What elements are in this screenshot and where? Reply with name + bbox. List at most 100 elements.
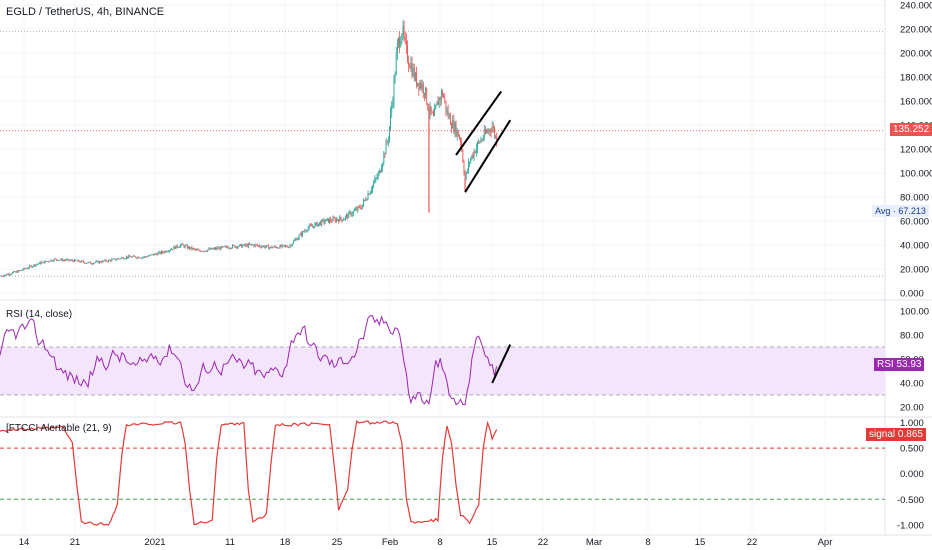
candle-body [340,216,342,220]
candle-body [61,258,63,261]
candle-body [164,251,166,253]
candle-body [190,246,192,249]
candle-body [326,218,328,220]
candle-body [53,258,55,261]
x-tick-label: 8 [437,537,442,548]
candle-body [45,261,47,262]
candle-body [426,87,428,105]
candle-body [231,247,232,249]
candle-body [480,139,482,143]
rsi-line [0,315,498,406]
candle-body [30,265,31,267]
candle-body [324,221,326,223]
candle-body [316,222,318,227]
candle-body [123,258,125,260]
candle-body [136,257,137,259]
rsi-badge-label: RSI [877,359,894,370]
candle-body [321,219,323,226]
candle-body [481,139,483,141]
fcci-pane [0,420,885,526]
channel-trendline [464,119,512,193]
candle-body [41,262,43,264]
candle-body [373,182,375,186]
candle-body [114,258,116,260]
candle-body [242,245,244,248]
candle-body [119,258,121,260]
candle-body [474,151,476,153]
price-tick-label: 240.000 [900,1,932,12]
x-tick-label: 15 [487,537,498,548]
candle-body [10,273,12,275]
candle-body [419,82,421,89]
candle-body [25,268,27,270]
candle-body [494,127,495,136]
candle-body [276,246,277,248]
candle-body [158,251,160,253]
candle-body [424,93,425,95]
candle-body [26,268,28,270]
candle-body [47,261,48,263]
price-tick-label: 40.000 [900,241,929,252]
candle-body [206,251,207,252]
candle-body [393,78,395,102]
candle-body [126,256,127,259]
candle-body [460,138,461,142]
candle-body [273,246,275,248]
candle-body [421,83,423,89]
candle-body [308,225,310,228]
candle-body [377,173,379,178]
candle-body [233,245,235,246]
candle-body [200,250,202,252]
fcci-line [0,420,498,526]
candle-body [368,193,370,195]
candle-body [445,100,447,111]
candle-body [464,172,466,179]
candle-body [249,243,250,245]
candle-body [399,38,401,47]
candle-body [408,61,410,66]
candle-body [106,261,108,263]
candle-body [322,219,324,221]
candle-body [15,271,17,273]
candle-body [124,258,126,260]
candle-body [93,262,95,264]
candle-body [180,244,182,247]
candle-body [472,155,474,158]
candle-body [247,243,249,247]
candle-body [395,54,397,75]
candle-body [427,104,429,110]
candle-body [468,162,469,171]
candle-body [24,268,26,269]
candle-body [131,256,133,258]
candle-body [358,206,360,208]
candle-body [266,245,267,247]
candle-body [198,250,200,251]
candle-body [70,259,72,261]
candle-body [157,252,159,256]
candle-body [289,245,291,247]
candle-body [194,248,196,250]
candle-body [101,262,102,263]
candle-body [271,246,273,248]
candle-body [203,250,205,252]
candle-body [83,261,84,263]
candle-body [88,261,90,263]
candle-body [0,275,2,277]
candle-body [385,141,387,155]
candle-body [400,41,402,47]
candle-body [366,199,368,201]
candle-body [21,270,22,271]
price-tick-label: 160.000 [900,97,932,108]
candle-body [437,101,439,105]
x-tick-label: Feb [382,537,398,548]
x-tick-label: 22 [538,537,549,548]
candle-body [84,262,86,264]
candle-body [174,246,176,249]
candle-body [335,219,337,222]
candle-body [470,158,472,163]
candle-body [405,39,407,46]
candle-body [288,246,290,248]
rsi-tick-label: 20.00 [900,403,924,414]
candle-body [245,244,247,246]
candle-body [54,258,56,260]
